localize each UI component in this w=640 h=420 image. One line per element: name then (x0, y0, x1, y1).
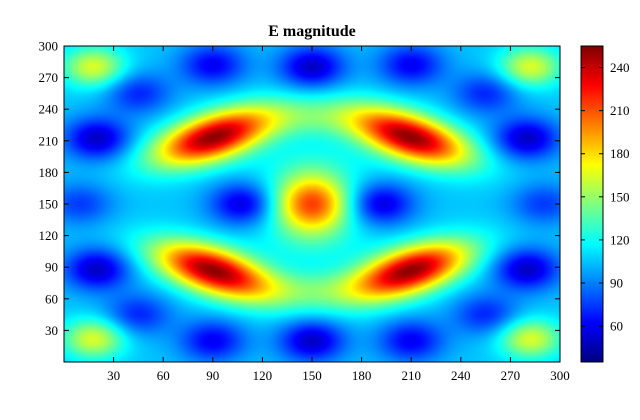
colorbar-tick-label: 180 (610, 146, 630, 161)
y-tick-label: 150 (39, 197, 59, 212)
x-tick-label: 150 (302, 368, 322, 383)
x-axis: 30 60 90 120 150 180 210 240 270 300 (107, 46, 570, 383)
colorbar-tick-label: 210 (610, 103, 630, 118)
chart-title: E magnitude (268, 23, 356, 40)
y-tick-label: 180 (39, 165, 59, 180)
colorbar-tick-label: 60 (610, 319, 623, 334)
x-tick-label: 90 (206, 368, 219, 383)
y-tick-label: 120 (39, 228, 59, 243)
y-tick-label: 60 (45, 291, 58, 306)
colorbar-tick-label: 150 (610, 189, 630, 204)
colorbar-gradient (581, 46, 603, 362)
y-tick-label: 90 (45, 260, 58, 275)
x-tick-label: 240 (451, 368, 471, 383)
x-tick-label: 120 (253, 368, 273, 383)
x-tick-label: 300 (550, 368, 570, 383)
x-tick-label: 270 (501, 368, 521, 383)
y-tick-label: 210 (39, 133, 59, 148)
x-tick-label: 180 (352, 368, 372, 383)
colorbar-tick-label: 120 (610, 232, 630, 247)
x-tick-label: 30 (107, 368, 120, 383)
x-tick-label: 60 (157, 368, 170, 383)
y-tick-label: 300 (39, 39, 59, 54)
y-axis: 30 60 90 120 150 180 210 240 270 300 (39, 39, 560, 338)
heatmap-image (64, 46, 560, 362)
colorbar-axis: 60 90 120 150 180 210 240 (581, 60, 630, 334)
colorbar-frame (580, 45, 604, 363)
plot-frame (63, 45, 561, 363)
colorbar-tick-label: 240 (610, 60, 630, 75)
y-tick-label: 240 (39, 102, 59, 117)
y-tick-label: 270 (39, 70, 59, 85)
colorbar-tick-label: 90 (610, 276, 623, 291)
y-tick-label: 30 (45, 323, 58, 338)
x-tick-label: 210 (401, 368, 421, 383)
